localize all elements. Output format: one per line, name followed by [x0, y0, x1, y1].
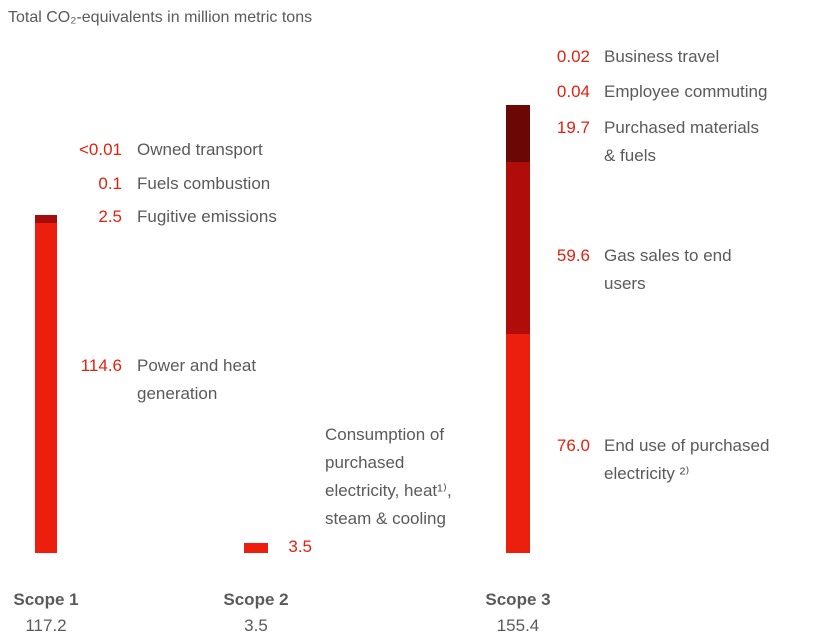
- bar-segment: [244, 542, 268, 553]
- value-label: 0.02: [556, 47, 590, 66]
- segment-label: Consumption of purchased electricity, he…: [325, 425, 452, 528]
- chart-title: Total CO₂-equivalents in million metric …: [8, 9, 313, 26]
- category-label: Scope 3: [485, 590, 551, 609]
- category-label: Scope 2: [223, 590, 289, 609]
- segment-label: Business travel: [604, 47, 720, 66]
- value-label: 19.7: [556, 118, 590, 137]
- value-label: 3.5: [288, 537, 312, 556]
- bar-segment: [506, 333, 530, 553]
- segment-label: Purchased materials & fuels: [604, 118, 759, 165]
- total-label: 3.5: [244, 616, 268, 635]
- segment-label: Power and heat generation: [137, 356, 257, 403]
- total-label: 155.4: [496, 616, 540, 635]
- value-label: <0.01: [78, 140, 122, 159]
- segment-label: End use of purchased electricity ²⁾: [604, 436, 770, 483]
- value-label: 59.6: [556, 246, 590, 265]
- total-label: 117.2: [25, 616, 67, 635]
- value-label: 0.1: [98, 174, 122, 193]
- value-label: 0.04: [556, 82, 590, 101]
- value-label: 2.5: [98, 207, 122, 226]
- bar-segment: [35, 215, 57, 223]
- segment-label: Fuels combustion: [137, 174, 271, 193]
- segment-label: Owned transport: [137, 140, 263, 159]
- segment-label: Fugitive emissions: [137, 207, 277, 226]
- bar-segment: [506, 161, 530, 334]
- category-label: Scope 1: [13, 590, 79, 609]
- bar-segment: [35, 222, 57, 553]
- bar-segment: [506, 105, 530, 162]
- segment-label: Gas sales to end users: [604, 246, 732, 293]
- value-label: 76.0: [556, 436, 590, 455]
- segment-label: Employee commuting: [604, 82, 768, 101]
- value-label: 114.6: [80, 356, 122, 375]
